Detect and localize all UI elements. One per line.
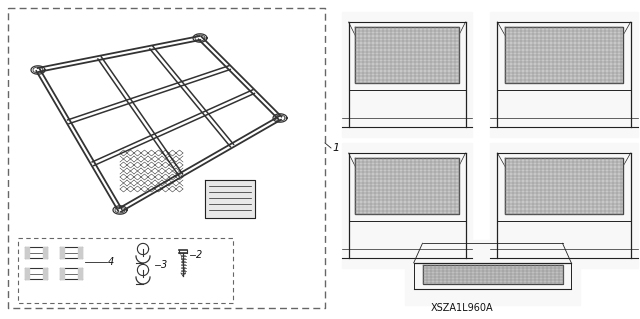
Polygon shape: [490, 12, 638, 137]
Polygon shape: [342, 12, 472, 137]
Polygon shape: [43, 268, 47, 279]
Polygon shape: [342, 143, 472, 268]
Polygon shape: [60, 268, 64, 279]
Polygon shape: [505, 27, 623, 83]
Text: XSZA1L960A: XSZA1L960A: [431, 303, 493, 313]
Polygon shape: [505, 158, 623, 214]
Polygon shape: [25, 268, 29, 279]
Polygon shape: [422, 265, 563, 284]
Polygon shape: [490, 143, 638, 268]
Text: 1: 1: [332, 143, 339, 153]
Text: 4: 4: [108, 257, 115, 267]
Polygon shape: [25, 247, 29, 258]
Polygon shape: [60, 247, 64, 258]
Polygon shape: [205, 180, 255, 218]
Polygon shape: [355, 158, 459, 214]
Polygon shape: [78, 268, 82, 279]
Polygon shape: [43, 247, 47, 258]
Text: 2: 2: [196, 250, 202, 260]
Polygon shape: [355, 27, 459, 83]
Polygon shape: [78, 247, 82, 258]
Text: 3: 3: [161, 260, 167, 270]
Polygon shape: [405, 240, 580, 305]
